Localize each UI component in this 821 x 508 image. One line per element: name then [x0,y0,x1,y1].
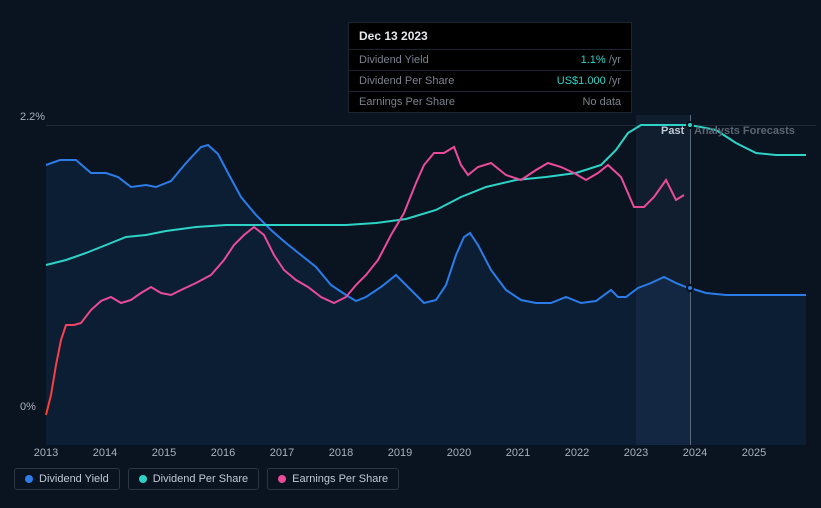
legend-dot-icon [139,475,147,483]
x-axis-tick: 2021 [506,447,530,459]
tooltip-label: Dividend Per Share [359,75,454,87]
cursor-line [690,115,691,445]
chart-lines [46,125,816,445]
x-axis-tick: 2020 [447,447,471,459]
cursor-dot [686,284,694,292]
tooltip-value: US$1.000 /yr [557,75,621,87]
x-axis-tick: 2013 [34,447,58,459]
era-label-past: Past [661,125,684,137]
cursor-dot [686,121,694,129]
x-axis-tick: 2022 [565,447,589,459]
legend-dot-icon [25,475,33,483]
y-axis-tick: 2.2% [20,111,45,123]
x-axis-tick: 2023 [624,447,648,459]
x-axis-tick: 2025 [742,447,766,459]
x-axis-tick: 2019 [388,447,412,459]
legend-item-dividend-per-share[interactable]: Dividend Per Share [128,468,259,490]
tooltip-value: 1.1% /yr [581,54,621,66]
tooltip-row: Dividend Per Share US$1.000 /yr [349,71,631,92]
legend-label: Earnings Per Share [292,473,388,485]
legend-label: Dividend Per Share [153,473,248,485]
x-axis-tick: 2016 [211,447,235,459]
x-axis-tick: 2018 [329,447,353,459]
tooltip-date: Dec 13 2023 [349,23,631,50]
dividend-chart: Dec 13 2023 Dividend Yield1.1% /yrDivide… [0,0,821,508]
chart-tooltip: Dec 13 2023 Dividend Yield1.1% /yrDivide… [348,22,632,113]
legend-item-earnings-per-share[interactable]: Earnings Per Share [267,468,399,490]
tooltip-value: No data [582,96,621,108]
dividend-yield-area [46,145,806,445]
tooltip-label: Earnings Per Share [359,96,455,108]
x-axis-tick: 2017 [270,447,294,459]
tooltip-row: Earnings Per Share No data [349,92,631,112]
tooltip-row: Dividend Yield 1.1% /yr [349,50,631,71]
legend-item-dividend-yield[interactable]: Dividend Yield [14,468,120,490]
chart-legend: Dividend Yield Dividend Per Share Earnings… [14,468,399,490]
era-label-forecasts: Analysts Forecasts [694,125,795,137]
plot-area[interactable]: Past Analysts Forecasts [46,125,816,445]
tooltip-label: Dividend Yield [359,54,429,66]
x-axis-tick: 2015 [152,447,176,459]
x-axis-tick: 2014 [93,447,117,459]
x-axis-tick: 2024 [683,447,707,459]
legend-dot-icon [278,475,286,483]
legend-label: Dividend Yield [39,473,109,485]
y-axis-tick: 0% [20,401,36,413]
